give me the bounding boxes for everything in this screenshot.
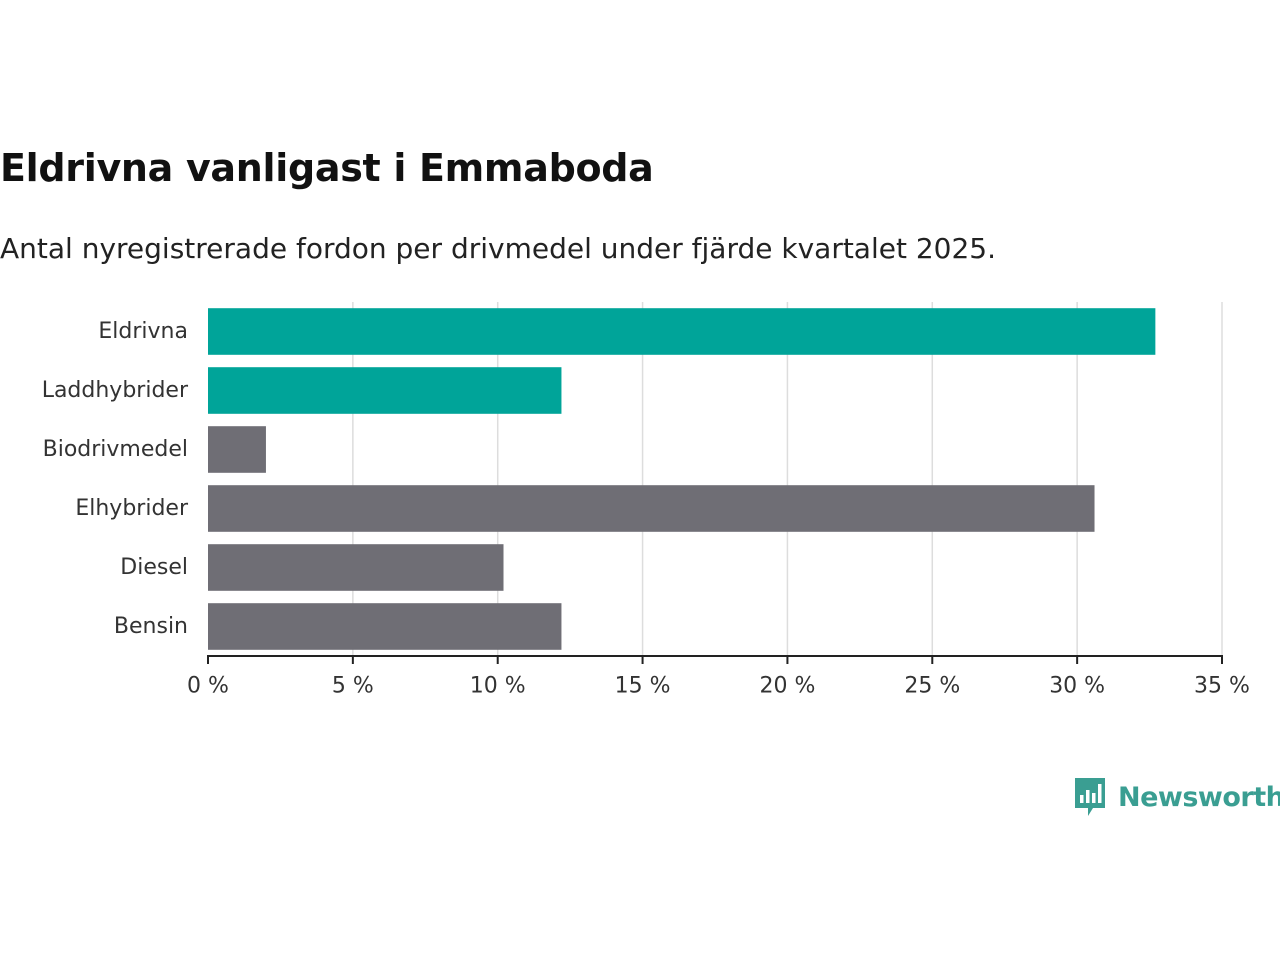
x-tick-label-10: 10 % bbox=[470, 674, 526, 699]
grid-lines bbox=[352, 302, 1223, 656]
category-label-eldrivna: Eldrivna bbox=[98, 319, 188, 344]
x-tick-label-15: 15 % bbox=[615, 674, 671, 699]
newsworthy-logo: Newsworthy bbox=[1072, 774, 1280, 820]
bar-bensin bbox=[208, 603, 562, 650]
category-label-biodrivmedel: Biodrivmedel bbox=[43, 437, 188, 462]
bar-diesel bbox=[208, 544, 504, 591]
bar-elhybrider bbox=[208, 485, 1095, 532]
x-tick-label-35: 35 % bbox=[1194, 674, 1250, 699]
category-label-elhybrider: Elhybrider bbox=[75, 496, 189, 521]
bar-eldrivna bbox=[208, 308, 1156, 355]
x-tick-label-20: 20 % bbox=[759, 674, 815, 699]
chart-subtitle: Antal nyregistrerade fordon per drivmede… bbox=[0, 232, 997, 265]
bar-laddhybrider bbox=[208, 367, 562, 414]
category-label-bensin: Bensin bbox=[114, 614, 188, 639]
x-axis: 0 % 5 % 10 % 15 % 20 % 25 % 30 % 35 % bbox=[187, 655, 1250, 699]
category-labels: Eldrivna Laddhybrider Biodrivmedel Elhybrid… bbox=[42, 319, 189, 639]
x-tick-label-0: 0 % bbox=[187, 674, 229, 699]
category-label-laddhybrider: Laddhybrider bbox=[42, 378, 189, 403]
bars bbox=[208, 308, 1156, 650]
x-tick-label-25: 25 % bbox=[904, 674, 960, 699]
chart-title: Eldrivna vanligast i Emmaboda bbox=[0, 146, 654, 190]
bar-biodrivmedel bbox=[208, 426, 266, 473]
category-label-diesel: Diesel bbox=[120, 555, 188, 580]
newsworthy-logo-icon bbox=[1075, 778, 1105, 816]
newsworthy-logo-text: Newsworthy bbox=[1118, 781, 1280, 813]
x-tick-label-30: 30 % bbox=[1049, 674, 1105, 699]
x-tick-label-5: 5 % bbox=[332, 674, 374, 699]
